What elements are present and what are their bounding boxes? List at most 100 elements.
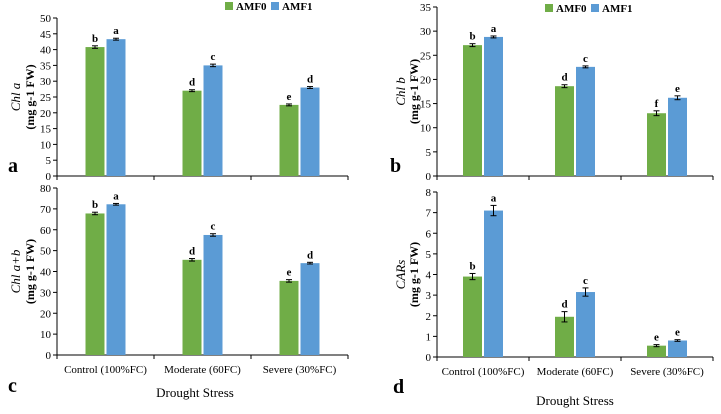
bar-amf1-1 <box>203 65 223 176</box>
y-tick-label: 8 <box>426 187 432 199</box>
y-tick-label: 70 <box>40 204 52 216</box>
bar-amf0-1 <box>182 259 202 355</box>
y-tick-label: 0 <box>426 171 432 183</box>
legend-swatch-amf1 <box>591 4 599 12</box>
significance-letter: b <box>469 31 475 43</box>
y-tick-label: 0 <box>46 350 52 362</box>
bar-amf1-0 <box>484 210 503 357</box>
y-tick-label: 15 <box>420 99 432 111</box>
y-axis-unit: (mg g-1 FW) <box>23 239 37 304</box>
y-tick-label: 30 <box>420 26 432 38</box>
significance-letter: c <box>583 275 588 287</box>
chart-panel-b: 0 5 10 15 20 25 30 35 b a d c f e Chl b (mg g-1 FW) b AMF… <box>390 2 714 183</box>
bar-amf0-2 <box>279 104 299 176</box>
y-axis-unit: (mg g-1 FW) <box>407 242 421 307</box>
significance-letter: e <box>675 327 680 339</box>
significance-letter: e <box>654 332 659 344</box>
y-axis-unit: (mg g-1 FW) <box>407 59 421 124</box>
significance-letter: c <box>211 221 216 233</box>
legend-label: AMF1 <box>282 1 313 13</box>
y-tick-label: 2 <box>426 311 432 323</box>
bar-amf1-2 <box>300 87 320 176</box>
y-tick-label: 20 <box>40 308 52 320</box>
y-tick-label: 40 <box>40 45 52 57</box>
bar-amf0-0 <box>463 276 482 357</box>
legend-swatch-amf0 <box>545 4 553 12</box>
y-tick-label: 10 <box>420 123 432 135</box>
y-tick-label: 20 <box>40 108 52 120</box>
significance-letter: c <box>211 51 216 63</box>
y-tick-label: 15 <box>40 124 52 136</box>
bar-amf1-1 <box>203 234 223 355</box>
y-tick-label: 7 <box>426 208 432 220</box>
y-axis-unit: (mg g-1 FW) <box>23 64 37 129</box>
y-tick-label: 35 <box>420 2 432 14</box>
y-tick-label: 5 <box>426 249 432 261</box>
y-tick-label: 25 <box>40 92 52 104</box>
significance-letter: d <box>189 77 195 89</box>
bar-amf0-1 <box>555 316 574 357</box>
x-category-label: Control (100%FC) <box>64 364 147 376</box>
y-tick-label: 40 <box>40 267 52 279</box>
y-tick-label: 5 <box>46 155 52 167</box>
bar-amf0-1 <box>555 86 574 176</box>
y-tick-label: 4 <box>426 270 432 282</box>
bar-amf1-2 <box>300 263 320 355</box>
x-category-label: Moderate (60FC) <box>164 364 241 376</box>
y-tick-label: 0 <box>426 352 432 364</box>
bar-amf1-1 <box>576 292 595 357</box>
bar-amf0-0 <box>85 47 105 177</box>
y-axis-title: Chl a+b <box>8 249 23 293</box>
bar-amf1-0 <box>106 39 126 177</box>
panel-label: c <box>8 375 17 397</box>
x-category-label: Severe (30%FC) <box>630 366 704 378</box>
bar-amf0-0 <box>85 213 105 355</box>
significance-letter: b <box>469 260 475 272</box>
legend-label: AMF0 <box>236 1 267 13</box>
legend-label: AMF1 <box>602 3 633 15</box>
chart-panel-a: 0 5 10 15 20 25 30 35 40 45 50 b a d c e d Chl a (mg g-1 F… <box>8 1 349 183</box>
y-tick-label: 60 <box>40 225 52 237</box>
significance-letter: e <box>675 83 680 95</box>
y-axis-title: Chl b <box>393 77 408 106</box>
significance-letter: c <box>583 53 588 65</box>
legend-swatch-amf1 <box>271 2 279 10</box>
significance-letter: d <box>189 246 195 258</box>
y-tick-label: 6 <box>426 228 432 240</box>
significance-letter: b <box>92 199 98 211</box>
significance-letter: b <box>92 33 98 45</box>
chart-panel-c: 0 10 20 30 40 50 60 70 80 b a Control (100%FC) d c Mod… <box>8 183 349 400</box>
significance-letter: f <box>655 98 659 110</box>
y-tick-label: 50 <box>40 246 52 258</box>
x-axis-title: Drought Stress <box>536 393 614 408</box>
bar-amf0-1 <box>182 90 202 176</box>
y-tick-label: 1 <box>426 331 432 343</box>
significance-letter: a <box>491 192 497 204</box>
panel-label: b <box>390 155 401 177</box>
x-category-label: Moderate (60FC) <box>537 366 614 378</box>
y-tick-label: 50 <box>40 13 52 25</box>
x-category-label: Severe (30%FC) <box>263 364 337 376</box>
bar-amf0-2 <box>647 345 666 357</box>
bar-amf1-0 <box>106 204 126 355</box>
y-tick-label: 20 <box>420 74 432 86</box>
y-tick-label: 35 <box>40 60 52 72</box>
y-tick-label: 25 <box>420 50 432 62</box>
y-axis-title: CARs <box>393 260 408 290</box>
y-tick-label: 10 <box>40 139 52 151</box>
y-tick-label: 10 <box>40 329 52 341</box>
y-tick-label: 30 <box>40 287 52 299</box>
chart-panel-d: 0 1 2 3 4 5 6 7 8 b a Control (100%FC) d c Moderate (6… <box>393 187 714 408</box>
bar-amf0-2 <box>647 113 666 176</box>
y-tick-label: 5 <box>426 147 432 159</box>
significance-letter: a <box>113 190 119 202</box>
significance-letter: d <box>561 72 567 84</box>
significance-letter: d <box>307 249 313 261</box>
x-category-label: Control (100%FC) <box>442 366 525 378</box>
panel-label: d <box>393 376 404 398</box>
y-axis-title: Chl a <box>8 82 23 111</box>
bar-amf1-0 <box>484 36 503 177</box>
legend-label: AMF0 <box>556 3 587 15</box>
legend-swatch-amf0 <box>225 2 233 10</box>
